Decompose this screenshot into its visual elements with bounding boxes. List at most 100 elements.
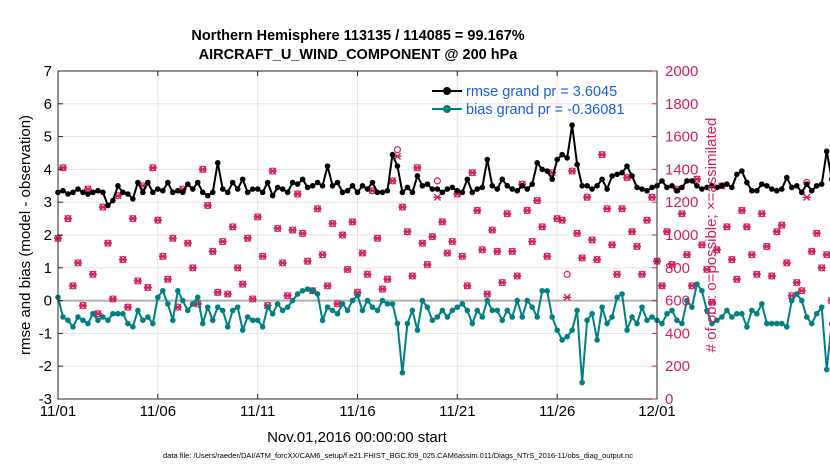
rmse-point [504, 183, 510, 189]
bias-point [75, 314, 81, 320]
bias-point [340, 301, 346, 307]
rmse-point [225, 190, 231, 196]
legend-bias-marker [443, 105, 451, 113]
rmse-point [110, 198, 116, 204]
rmse-point [160, 188, 166, 194]
rmse-point [789, 185, 795, 191]
bias-point [524, 298, 530, 304]
bias-point [250, 317, 256, 323]
bias-point [355, 293, 361, 299]
bias-point [265, 304, 271, 310]
rmse-point [470, 190, 476, 196]
rmse-point [529, 181, 535, 187]
bias-point [65, 317, 71, 323]
rmse-point [335, 180, 341, 186]
chart-subtitle: AIRCRAFT_U_WIND_COMPONENT @ 200 hPa [199, 47, 519, 63]
rmse-point [664, 185, 670, 191]
rmse-point [574, 162, 580, 168]
bias-point [629, 314, 635, 320]
rmse-point [270, 193, 276, 199]
rmse-point [210, 190, 216, 196]
rmse-point [819, 181, 825, 187]
rmse-point [95, 188, 101, 194]
rmse-point [375, 190, 381, 196]
rmse-point [230, 180, 236, 186]
rmse-point [609, 173, 615, 179]
rmse-point [200, 190, 206, 196]
rmse-point [330, 183, 336, 189]
rmse-point [170, 190, 176, 196]
rmse-point [455, 188, 461, 194]
bias-point [225, 324, 231, 330]
rmse-point [784, 175, 790, 181]
bias-point [375, 308, 381, 314]
bias-point [599, 304, 605, 310]
bias-point [185, 308, 191, 314]
bias-point [784, 324, 790, 330]
bias-point [200, 321, 206, 327]
bias-point [659, 321, 665, 327]
rmse-point [280, 186, 286, 192]
y-tick-label-5: 2 [44, 227, 52, 244]
bias-point [440, 308, 446, 314]
rmse-point [320, 183, 326, 189]
rmse-point [445, 186, 451, 192]
bias-point [425, 304, 431, 310]
bias-point [305, 286, 311, 292]
bias-point [405, 321, 411, 327]
rmse-point [460, 190, 466, 196]
y2-tick-label-7: 1400 [665, 161, 698, 178]
bias-point [649, 314, 655, 320]
data-file-footer: data file: /Users/raeder/DAI/ATM_forcXX/… [163, 451, 633, 460]
bias-point [270, 311, 276, 317]
chart-title: Northern Hemisphere 113135 / 114085 = 99… [191, 28, 524, 44]
rmse-point [115, 183, 121, 189]
bias-point [105, 317, 111, 323]
bias-point [489, 308, 495, 314]
bias-point [724, 308, 730, 314]
rmse-point [350, 183, 356, 189]
rmse-point [380, 190, 386, 196]
bias-point [280, 308, 286, 314]
rmse-point [519, 183, 525, 189]
bias-point [100, 314, 106, 320]
bias-point [460, 301, 466, 307]
x-axis-label: Nov.01,2016 00:00:00 start [267, 429, 448, 446]
rmse-point [769, 186, 775, 192]
bias-point [584, 317, 590, 323]
bias-point [80, 317, 86, 323]
x-tick-label-3: 11/16 [339, 403, 375, 420]
bias-point [345, 308, 351, 314]
y2-tick-label-9: 1800 [665, 96, 698, 113]
rmse-point [569, 122, 575, 128]
rmse-point [524, 186, 530, 192]
rmse-point [185, 181, 191, 187]
rmse-point [649, 185, 655, 191]
bias-point [509, 314, 515, 320]
y2-tick-label-5: 1000 [665, 227, 698, 244]
bias-point [519, 314, 525, 320]
rmse-point [644, 188, 650, 194]
rmse-point [499, 176, 505, 182]
y-axis-label-left: rmse and bias (model - observation) [17, 115, 34, 355]
rmse-point [140, 190, 146, 196]
rmse-point [370, 180, 376, 186]
legend-rmse-marker [443, 87, 451, 95]
rmse-point [759, 181, 765, 187]
bias-point [385, 301, 391, 307]
rmse-point [604, 186, 610, 192]
rmse-point [220, 186, 226, 192]
rmse-point [365, 186, 371, 192]
bias-point [320, 317, 326, 323]
x-tick-label-4: 11/21 [439, 403, 475, 420]
rmse-point [340, 190, 346, 196]
bias-point [240, 327, 246, 333]
bias-point [749, 308, 755, 314]
rmse-point [779, 186, 785, 192]
bias-point [739, 311, 745, 317]
bias-point [180, 298, 186, 304]
bias-point [450, 308, 456, 314]
bias-point [809, 321, 815, 327]
bias-point [564, 334, 570, 340]
bias-point [484, 298, 490, 304]
